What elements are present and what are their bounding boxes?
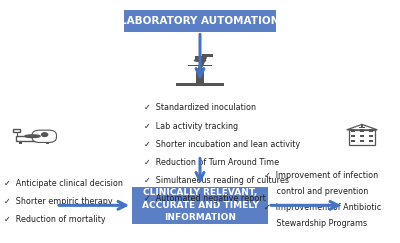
Bar	[16, 132, 18, 136]
Text: ✓  Simultaneous reading of cultures: ✓ Simultaneous reading of cultures	[144, 176, 289, 185]
Bar	[351, 139, 355, 142]
FancyArrow shape	[199, 56, 207, 68]
FancyBboxPatch shape	[132, 187, 268, 224]
Bar	[188, 65, 212, 66]
Bar	[351, 135, 355, 137]
Bar	[360, 130, 364, 132]
Bar	[176, 83, 224, 86]
Text: ✓  Lab activity tracking: ✓ Lab activity tracking	[144, 122, 238, 130]
Text: ✓  Improvement of Antibiotic: ✓ Improvement of Antibiotic	[264, 203, 381, 212]
Bar	[369, 130, 373, 132]
Bar	[349, 130, 375, 145]
Bar	[359, 127, 365, 128]
Bar	[361, 125, 363, 128]
Bar	[351, 130, 355, 132]
Bar	[369, 135, 373, 137]
Text: ✓  Standardized inoculation: ✓ Standardized inoculation	[144, 103, 256, 112]
Text: ✓  Shorter incubation and lean activity: ✓ Shorter incubation and lean activity	[144, 140, 300, 149]
Bar	[360, 135, 364, 137]
Bar	[369, 139, 373, 142]
Bar	[202, 54, 213, 57]
Bar	[46, 141, 49, 144]
FancyBboxPatch shape	[124, 10, 276, 32]
Text: ✓  Automated negative report: ✓ Automated negative report	[144, 194, 266, 203]
Circle shape	[42, 133, 48, 137]
Text: ✓  Shorter empiric therapy: ✓ Shorter empiric therapy	[4, 197, 113, 206]
Text: control and prevention: control and prevention	[264, 187, 368, 196]
Text: CLINICALLY RELEVANT,
ACCURATE AND TIMELY
INFORMATION: CLINICALLY RELEVANT, ACCURATE AND TIMELY…	[142, 188, 258, 222]
FancyBboxPatch shape	[32, 130, 56, 142]
Ellipse shape	[25, 135, 40, 138]
Bar	[49, 135, 52, 141]
Text: ✓  Reduction of Turn Around Time: ✓ Reduction of Turn Around Time	[144, 158, 279, 167]
Text: ✓  Anticipate clinical decision: ✓ Anticipate clinical decision	[4, 179, 123, 188]
Text: Stewardship Programs: Stewardship Programs	[264, 219, 367, 228]
Text: ✓  Improvement of infection: ✓ Improvement of infection	[264, 171, 378, 180]
Bar	[19, 141, 22, 144]
Text: LABORATORY AUTOMATION: LABORATORY AUTOMATION	[120, 16, 280, 26]
Bar	[16, 136, 52, 141]
Ellipse shape	[194, 60, 206, 61]
Bar	[196, 68, 204, 83]
Text: ✓  Reduction of mortality: ✓ Reduction of mortality	[4, 215, 106, 224]
Bar	[360, 139, 364, 142]
Bar	[194, 56, 206, 61]
